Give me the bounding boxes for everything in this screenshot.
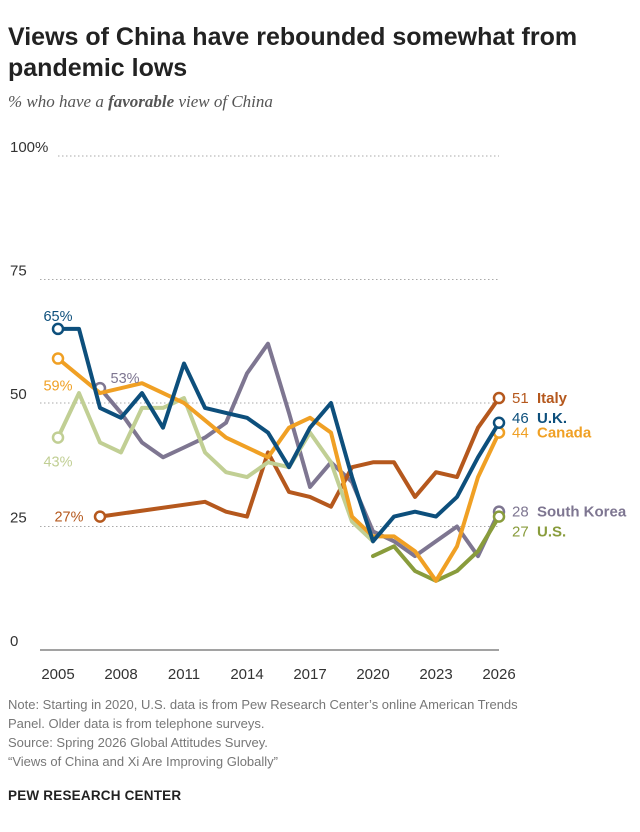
series-layer xyxy=(51,322,506,583)
x-tick-label-2011: 2011 xyxy=(168,666,200,683)
y-tick-label-75: 75 xyxy=(10,263,27,280)
source-line: Source: Spring 2026 Global Attitudes Sur… xyxy=(8,735,268,750)
start-label-u-k: 65% xyxy=(43,309,72,325)
y-tick-label-100: 100% xyxy=(10,140,48,156)
end-marker-u-k xyxy=(492,416,506,430)
subtitle-suffix: view of China xyxy=(178,92,273,111)
x-tick-label-2008: 2008 xyxy=(104,666,137,683)
start-label-canada: 59% xyxy=(43,379,72,395)
start-label-italy: 27% xyxy=(54,510,83,526)
series-name-label-u-s: U.S. xyxy=(537,523,566,540)
start-marker-u-s-telephone xyxy=(51,431,65,444)
end-value-label-u-s: 27 xyxy=(512,523,529,540)
label-layer: 53% 28 South Korea 27% 51 Italy 27 U.S. 43% 59% 44… xyxy=(43,309,626,541)
x-tick-label-2026: 2026 xyxy=(482,666,515,683)
y-tick-label-50: 50 xyxy=(10,386,27,403)
x-tick-label-2014: 2014 xyxy=(230,666,263,683)
y-tick-label-0: 0 xyxy=(10,633,18,650)
series-name-label-canada: Canada xyxy=(537,425,592,442)
x-tick-label-2005: 2005 xyxy=(41,666,74,683)
series-name-label-u-k: U.K. xyxy=(537,410,567,427)
subtitle-prefix: % who have a xyxy=(8,92,104,111)
x-axis: 2005 2008 2011 2014 2017 2020 2023 2026 xyxy=(41,666,515,683)
brand-wordmark: PEW RESEARCH CENTER xyxy=(8,788,182,803)
note-line-1: Note: Starting in 2020, U.S. data is fro… xyxy=(8,697,518,712)
end-marker-italy xyxy=(492,391,506,405)
report-title-line: “Views of China and Xi Are Improving Glo… xyxy=(8,754,278,769)
x-tick-label-2020: 2020 xyxy=(356,666,389,683)
end-marker-u-s xyxy=(492,510,506,523)
end-value-label-italy: 51 xyxy=(512,390,529,407)
start-label-south-korea: 53% xyxy=(111,371,140,387)
end-value-label-canada: 44 xyxy=(512,425,529,442)
series-line-u-s-telephone xyxy=(56,391,375,544)
chart-subtitle: % who have a favorable view of China xyxy=(8,92,273,112)
x-tick-label-2017: 2017 xyxy=(293,666,326,683)
start-marker-u-k xyxy=(51,322,65,336)
subtitle-emphasis: favorable xyxy=(108,92,175,111)
series-name-label-south-korea: South Korea xyxy=(537,504,627,521)
y-tick-label-25: 25 xyxy=(10,510,27,527)
start-marker-canada xyxy=(51,352,65,365)
series-name-label-italy: Italy xyxy=(537,390,568,407)
chart-title: Views of China have rebounded somewhat f… xyxy=(8,23,578,82)
start-label-u-s-telephone: 43% xyxy=(43,455,72,471)
end-value-label-south-korea: 28 xyxy=(512,504,529,521)
series-line-u-k xyxy=(56,326,501,544)
note-line-2: Panel. Older data is from telephone surv… xyxy=(8,716,265,731)
start-marker-italy xyxy=(93,510,107,523)
grid-layer: 100% 75 50 25 0 xyxy=(10,140,499,651)
x-tick-label-2023: 2023 xyxy=(419,666,452,683)
line-chart: 100% 75 50 25 0 2005 2008 2011 2014 2017 2020 2023… xyxy=(10,140,627,683)
end-value-label-u-k: 46 xyxy=(512,410,529,427)
series-line-canada xyxy=(56,356,501,583)
chart-notes: Note: Starting in 2020, U.S. data is fro… xyxy=(8,695,628,771)
